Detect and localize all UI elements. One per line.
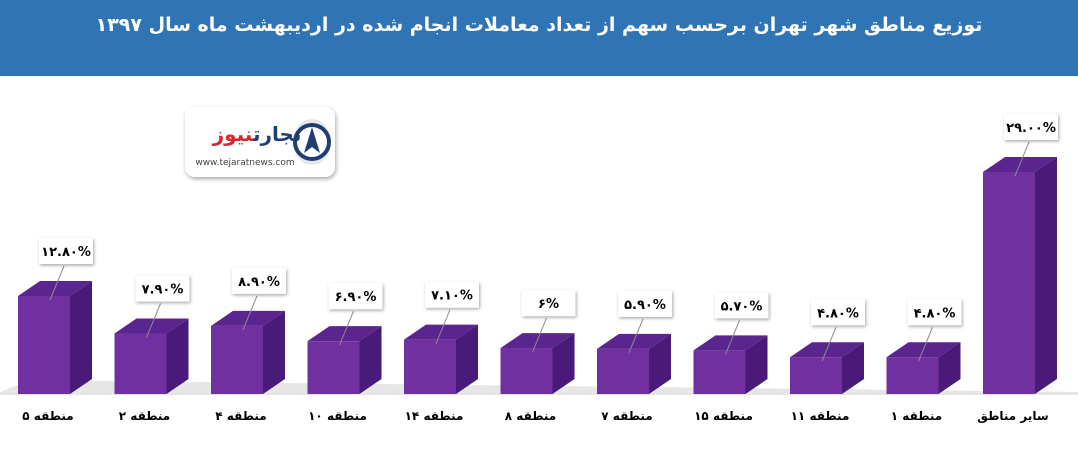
label-leader-line bbox=[242, 295, 258, 331]
label-leader-line bbox=[435, 309, 451, 344]
data-label-box bbox=[811, 299, 865, 326]
bar-7 bbox=[597, 333, 671, 394]
data-label: ۷.۹۰% bbox=[142, 283, 184, 298]
logo-url: www.tejaratnews.com bbox=[195, 158, 294, 168]
data-label-box bbox=[618, 290, 672, 317]
category-label: منطقه ۴ bbox=[215, 409, 266, 423]
bar-side bbox=[263, 310, 285, 394]
svg-text:تجارتنیوز: تجارتنیوز bbox=[212, 122, 302, 146]
bar-front bbox=[18, 296, 70, 394]
bar-side bbox=[359, 326, 382, 394]
logo-brand-part2: نیوز bbox=[212, 122, 254, 146]
data-label-box bbox=[425, 281, 479, 308]
data-label-box bbox=[232, 267, 286, 294]
label-leader-line bbox=[1014, 141, 1030, 177]
category-label: منطقه ۱۱ bbox=[791, 409, 850, 423]
category-label: منطقه ۱۴ bbox=[405, 409, 464, 423]
bar-front bbox=[114, 333, 167, 394]
label-leader-line bbox=[339, 310, 354, 346]
label-leader-line bbox=[725, 320, 740, 355]
bar-front bbox=[307, 341, 360, 394]
data-label: ۱۲.۸۰% bbox=[41, 245, 91, 260]
data-label: ۶.۹۰% bbox=[335, 290, 377, 305]
data-label: ۷.۱۰% bbox=[431, 289, 473, 304]
category-label: منطقه ۵ bbox=[22, 409, 73, 423]
bar-5 bbox=[404, 324, 478, 394]
bar-side bbox=[745, 335, 768, 394]
bar-side bbox=[1035, 156, 1057, 394]
bar-side bbox=[842, 342, 864, 394]
bar-side bbox=[552, 333, 575, 394]
logo-brand-part1: تجارت bbox=[252, 122, 301, 146]
category-label: منطقه ۷ bbox=[601, 409, 652, 423]
bar-front bbox=[693, 350, 746, 394]
data-label: ۵.۹۰% bbox=[624, 298, 666, 313]
label-leader-line bbox=[918, 327, 933, 362]
label-leader-line bbox=[628, 318, 644, 354]
bar-front bbox=[983, 171, 1035, 394]
data-label-box bbox=[521, 290, 576, 317]
data-label-box bbox=[907, 299, 962, 326]
bar-front bbox=[886, 357, 939, 394]
data-label-box bbox=[328, 283, 383, 310]
category-label: منطقه ۸ bbox=[505, 409, 556, 423]
bar-1 bbox=[18, 281, 92, 394]
data-label: ۶% bbox=[538, 297, 559, 312]
bar-9 bbox=[790, 342, 864, 394]
category-label: منطقه ۱۰ bbox=[308, 409, 367, 423]
label-leader-line bbox=[146, 303, 161, 338]
data-label-box bbox=[135, 275, 190, 302]
bar-front bbox=[597, 348, 649, 394]
bar-2 bbox=[114, 318, 189, 394]
bar-8 bbox=[693, 335, 768, 394]
bar-side bbox=[938, 342, 961, 394]
chart-title: توزیع مناطق شهر تهران برحسب سهم از تعداد… bbox=[95, 14, 983, 36]
bar-side bbox=[70, 281, 92, 394]
data-label: ۴.۸۰% bbox=[914, 306, 956, 321]
bar-side bbox=[166, 318, 189, 394]
label-leader-line bbox=[821, 327, 837, 362]
bar-front bbox=[404, 339, 456, 394]
logo-emblem-icon bbox=[293, 119, 331, 165]
bar-3 bbox=[211, 310, 285, 394]
tejaratnews-logo: تجارتنیوز www.tejaratnews.com bbox=[183, 103, 341, 183]
bar-front bbox=[500, 348, 553, 394]
data-label: ۴.۸۰% bbox=[817, 306, 859, 321]
bar-4 bbox=[307, 326, 382, 394]
bar-11 bbox=[983, 156, 1057, 394]
bar-front bbox=[211, 325, 263, 394]
bar-side bbox=[456, 324, 478, 394]
data-label: ۲۹.۰۰% bbox=[1006, 121, 1056, 136]
category-label: منطقه ۱ bbox=[891, 409, 942, 423]
chart-header: توزیع مناطق شهر تهران برحسب سهم از تعداد… bbox=[0, 0, 1078, 76]
category-label: منطقه ۲ bbox=[119, 409, 170, 423]
category-label: منطقه ۱۵ bbox=[694, 409, 753, 423]
bar-side bbox=[649, 333, 671, 394]
bar-front bbox=[790, 357, 842, 394]
data-label: ۵.۷۰% bbox=[721, 299, 763, 314]
data-label-box bbox=[1004, 113, 1058, 140]
data-label-box bbox=[39, 238, 93, 264]
category-label: سایر مناطق bbox=[977, 409, 1048, 423]
data-label: ۸.۹۰% bbox=[238, 275, 280, 290]
bar-6 bbox=[500, 333, 575, 394]
label-leader-line bbox=[49, 265, 65, 301]
label-leader-line bbox=[532, 317, 547, 353]
data-label-box bbox=[714, 292, 769, 319]
